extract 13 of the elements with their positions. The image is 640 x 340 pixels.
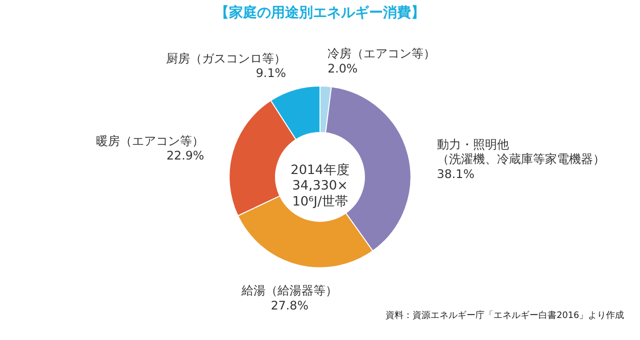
slice-label: 動力・照明他（洗濯機、冷蔵庫等家電機器） [436, 137, 605, 166]
slice-label: 冷房（エアコン等） [328, 46, 436, 61]
text: 2014年度 34,330× 10⁶J/世帯 [290, 162, 350, 210]
data-label: 9.1% [256, 66, 286, 80]
chart-title: 【家庭の用途別エネルギー消費】 [215, 4, 425, 21]
slice-label: 厨房（ガスコンロ等） [166, 51, 286, 66]
slice-label: 暖房（エアコン等） [96, 134, 204, 148]
data-label: 2.0% [328, 61, 358, 76]
data-label: 27.8% [270, 298, 308, 312]
data-label: 22.9% [166, 148, 204, 163]
slice-label: 給湯（給湯器等） [240, 283, 338, 298]
text: 資料：資源エネルギー庁「エネルギー白書2016」より作成 [386, 310, 624, 322]
data-label: 38.1% [436, 167, 474, 182]
